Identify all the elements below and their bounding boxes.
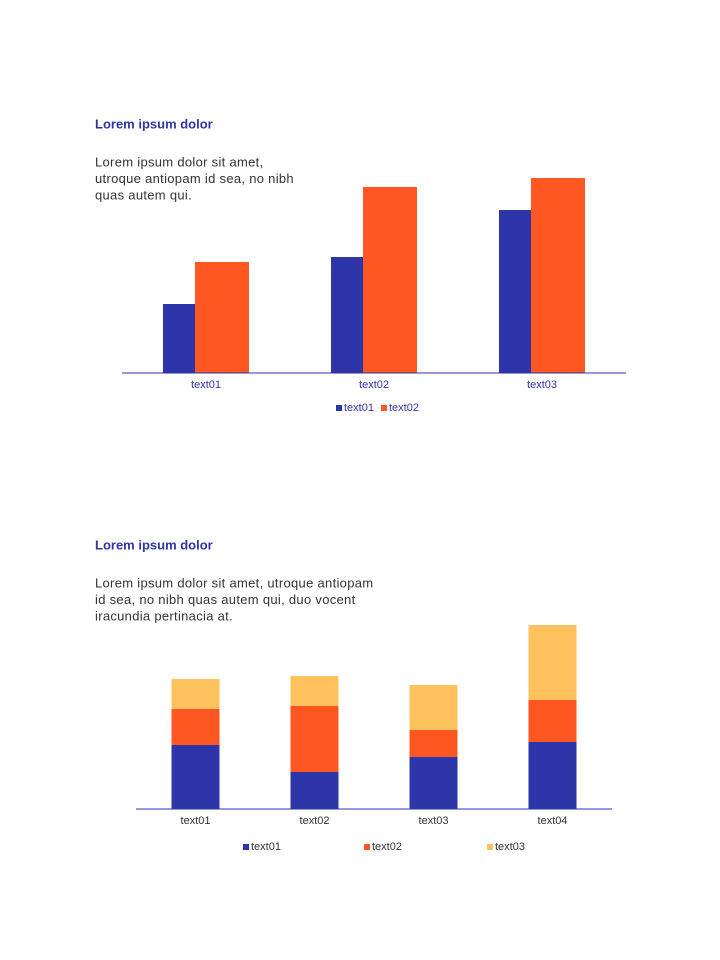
legend-label: text01 — [344, 402, 374, 414]
bar-segment — [171, 679, 220, 709]
bar — [195, 262, 249, 373]
bar — [163, 304, 195, 373]
legend-label: text03 — [495, 841, 525, 853]
bar-segment — [290, 772, 339, 809]
bar-segment — [290, 706, 339, 772]
bar-segment — [290, 676, 339, 706]
bar — [531, 178, 585, 373]
legend-label: text01 — [251, 841, 281, 853]
description-line: Lorem ipsum dolor sit amet, utroque anti… — [95, 575, 373, 590]
x-tick-label: text03 — [419, 815, 449, 827]
bar-segment — [409, 730, 458, 757]
legend-swatch — [336, 405, 342, 411]
bar-segment — [409, 685, 458, 730]
legend-label: text02 — [372, 841, 402, 853]
x-tick-label: text04 — [538, 815, 568, 827]
description-line: iracundia pertinacia at. — [95, 608, 233, 623]
bar-segment — [528, 700, 577, 742]
legend-label: text02 — [389, 402, 419, 414]
legend-swatch — [243, 844, 249, 850]
description-line: id sea, no nibh quas autem qui, duo voce… — [95, 592, 356, 607]
description-line: utroque antiopam id sea, no nibh — [95, 171, 294, 186]
description-line: quas autem qui. — [95, 187, 192, 202]
description-line: Lorem ipsum dolor sit amet, — [95, 154, 264, 169]
section-title: Lorem ipsum dolor — [95, 537, 213, 552]
x-tick-label: text02 — [359, 379, 389, 391]
section-title: Lorem ipsum dolor — [95, 116, 213, 131]
legend-swatch — [364, 844, 370, 850]
bar-segment — [528, 625, 577, 700]
bar-segment — [171, 745, 220, 809]
x-tick-label: text03 — [527, 379, 557, 391]
bar-segment — [528, 742, 577, 809]
bar-segment — [171, 709, 220, 745]
legend-swatch — [381, 405, 387, 411]
bar-segment — [409, 757, 458, 809]
bar — [331, 257, 363, 373]
legend-swatch — [487, 844, 493, 850]
x-tick-label: text01 — [181, 815, 211, 827]
x-tick-label: text02 — [300, 815, 330, 827]
bar — [363, 187, 417, 373]
bar — [499, 210, 531, 373]
x-tick-label: text01 — [191, 379, 221, 391]
